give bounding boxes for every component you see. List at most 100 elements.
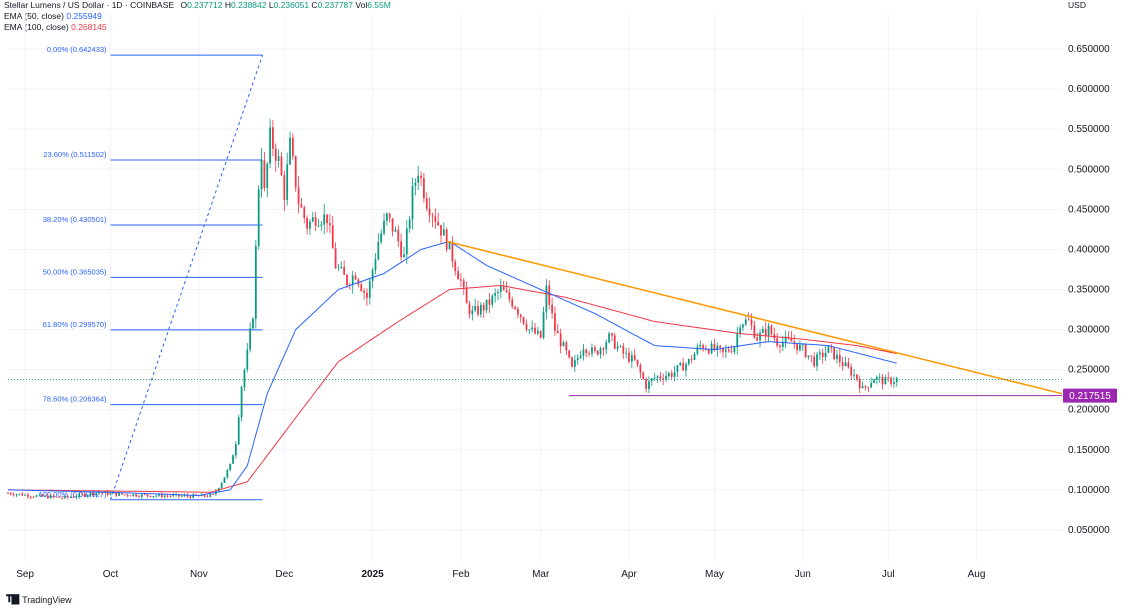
ema50-line: [8, 240, 897, 497]
candle-body: [576, 357, 579, 361]
ohlc-high-label: H: [224, 0, 232, 10]
ema50-legend[interactable]: EMA (50, close) 0.255949: [4, 11, 102, 22]
candle-body: [542, 311, 545, 338]
candle-body: [18, 493, 21, 495]
candle-body: [810, 355, 813, 357]
candle-body: [340, 266, 343, 268]
candle-body: [92, 492, 95, 496]
candle-body: [668, 373, 670, 376]
candle-body: [545, 285, 548, 312]
candle-body: [633, 355, 636, 360]
candle-body: [608, 333, 610, 343]
y-tick-label: 0.600000: [1068, 84, 1110, 95]
candle-body: [858, 378, 861, 389]
candle-body: [659, 376, 662, 379]
candle-body: [408, 219, 411, 229]
candle-body: [49, 495, 52, 499]
y-tick-label: 0.400000: [1068, 244, 1110, 255]
candle-body: [705, 349, 707, 351]
candle-body: [7, 493, 9, 494]
tradingview-logo[interactable]: 𝐓▇ TradingView: [6, 594, 72, 605]
fib-level-label: 23.60% (0.511502): [43, 150, 107, 159]
candle-body: [656, 376, 659, 378]
candle-body: [653, 377, 656, 379]
candle-body: [611, 333, 613, 336]
candle-body: [887, 377, 890, 379]
candle-body: [536, 330, 539, 334]
candle-body: [158, 494, 160, 496]
candle-body: [331, 225, 334, 249]
ema100-legend[interactable]: EMA (100, close) 0.268145: [4, 22, 107, 33]
y-tick-label: 0.050000: [1068, 525, 1110, 536]
candle-body: [881, 376, 884, 385]
candle-body: [824, 352, 827, 358]
candle-body: [750, 319, 753, 326]
candle-body: [571, 357, 573, 367]
candle-body: [209, 494, 212, 497]
candle-body: [112, 492, 115, 494]
candle-body: [873, 379, 875, 384]
candle-body: [21, 493, 24, 496]
candle-body: [411, 185, 414, 220]
candle-body: [425, 198, 428, 209]
candle-body: [360, 284, 363, 291]
candle-body: [850, 367, 853, 376]
candle-body: [55, 496, 58, 498]
candle-body: [497, 291, 499, 294]
x-tick-label: Jun: [795, 569, 811, 580]
candle-body: [585, 349, 588, 354]
candle-body: [534, 327, 536, 334]
candle-body: [591, 347, 593, 354]
candle-body: [739, 327, 741, 334]
candle-body: [856, 374, 858, 379]
candle-body: [237, 417, 240, 445]
candle-body: [807, 355, 810, 358]
candle-body: [548, 285, 551, 305]
candle-body: [642, 372, 645, 380]
ema50-label: EMA (50, close): [4, 11, 64, 21]
candle-body: [371, 269, 374, 282]
candle-body: [579, 355, 582, 358]
candle-body: [400, 241, 402, 258]
candle-body: [317, 225, 320, 227]
candle-body: [257, 189, 260, 246]
candle-body: [793, 341, 796, 345]
candle-body: [294, 156, 297, 188]
candle-body: [354, 275, 357, 280]
y-tick-label: 0.500000: [1068, 164, 1110, 175]
y-tick-label: 0.650000: [1068, 44, 1110, 55]
candle-body: [602, 348, 605, 350]
candle-body: [588, 353, 591, 354]
candle-body: [46, 495, 49, 499]
candle-body: [29, 496, 32, 498]
fib-level-label: 50.00% (0.365035): [43, 267, 107, 276]
candle-body: [517, 308, 519, 315]
candle-body: [86, 495, 89, 497]
currency-label[interactable]: USD: [1068, 0, 1086, 10]
candle-body: [263, 160, 266, 188]
candle-body: [15, 494, 18, 496]
candle-body: [311, 217, 314, 222]
candle-body: [799, 344, 801, 351]
candle-body: [494, 293, 497, 296]
ohlc-low-value: 0.236051: [273, 0, 310, 10]
candle-body: [75, 496, 78, 498]
candle-body: [457, 271, 459, 280]
candle-body: [687, 359, 690, 364]
candle-body: [235, 444, 237, 456]
candle-body: [816, 354, 818, 367]
candle-body: [753, 325, 756, 338]
tradingview-brand: TradingView: [22, 594, 72, 605]
candle-body: [163, 495, 166, 498]
candle-body: [838, 354, 841, 363]
candle-body: [756, 337, 759, 341]
candle-body: [562, 342, 565, 347]
x-tick-label: 2025: [362, 569, 385, 580]
candle-body: [702, 345, 704, 350]
candle-body: [143, 494, 146, 496]
x-tick-label: Dec: [275, 569, 293, 580]
candle-body: [300, 204, 303, 208]
candle-body: [685, 363, 687, 371]
